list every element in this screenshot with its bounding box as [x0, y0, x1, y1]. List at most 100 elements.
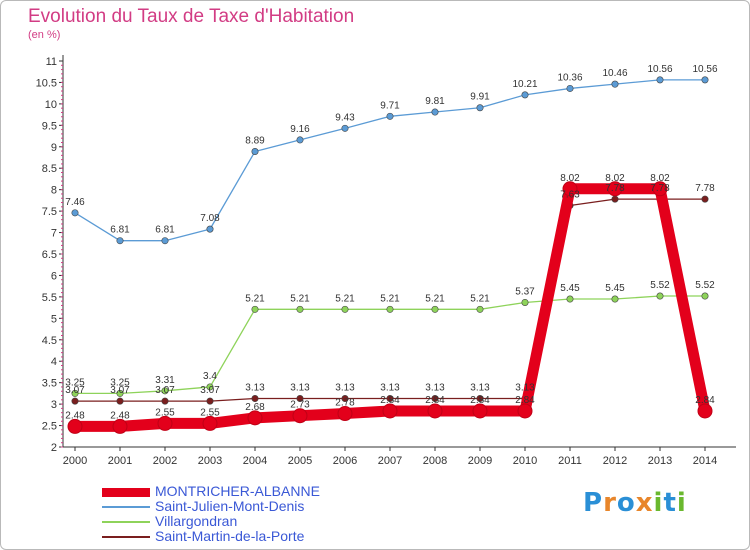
- data-point: [251, 147, 259, 155]
- y-tick-label: 5: [51, 313, 57, 325]
- data-label: 8.89: [245, 135, 265, 146]
- data-point: [431, 395, 439, 403]
- data-point: [341, 124, 349, 132]
- data-point: [161, 237, 169, 245]
- data-label: 7.08: [200, 213, 220, 224]
- data-label: 5.52: [695, 280, 715, 291]
- data-point: [382, 403, 398, 419]
- data-label: 3.13: [380, 383, 400, 394]
- x-tick-label: 2009: [468, 455, 492, 467]
- data-point: [476, 104, 484, 112]
- data-label: 2.48: [65, 410, 85, 421]
- data-label: 2.84: [515, 395, 535, 406]
- data-label: 3.4: [203, 371, 217, 382]
- data-label: 5.21: [335, 293, 355, 304]
- data-point: [292, 408, 308, 424]
- data-point: [566, 295, 574, 303]
- x-tick-label: 2006: [333, 455, 357, 467]
- data-label: 5.45: [605, 283, 625, 294]
- data-label: 6.81: [110, 225, 130, 236]
- x-tick-label: 2007: [378, 455, 402, 467]
- x-tick-label: 2005: [288, 455, 312, 467]
- data-label: 3.13: [290, 383, 310, 394]
- y-tick-label: 2: [51, 442, 57, 454]
- data-point: [296, 305, 304, 313]
- data-label: 7.78: [695, 183, 715, 194]
- data-label: 2.84: [425, 395, 445, 406]
- data-point: [611, 295, 619, 303]
- data-point: [337, 406, 353, 422]
- data-point: [652, 181, 668, 197]
- data-label: 5.21: [380, 293, 400, 304]
- data-point: [71, 397, 79, 405]
- data-point: [251, 395, 259, 403]
- x-tick-label: 2003: [198, 455, 222, 467]
- data-point: [697, 403, 713, 419]
- data-label: 8.02: [560, 173, 580, 184]
- data-label: 3.13: [245, 383, 265, 394]
- data-label: 7.78: [650, 183, 670, 194]
- y-tick-label: 3.5: [42, 378, 57, 390]
- data-point: [611, 195, 619, 203]
- y-tick-label: 7.5: [42, 206, 57, 218]
- x-tick-label: 2010: [513, 455, 537, 467]
- y-tick-label: 10: [45, 99, 57, 111]
- data-point: [202, 415, 218, 431]
- data-label: 2.48: [110, 410, 130, 421]
- data-label: 5.37: [515, 286, 535, 297]
- data-label: 8.02: [650, 173, 670, 184]
- data-point: [517, 403, 533, 419]
- data-point: [562, 181, 578, 197]
- data-label: 3.31: [155, 375, 175, 386]
- data-point: [71, 209, 79, 217]
- data-point: [476, 305, 484, 313]
- y-tick-label: 7: [51, 228, 57, 240]
- y-tick-label: 9: [51, 142, 57, 154]
- data-label: 5.21: [470, 293, 490, 304]
- data-label: 2.78: [335, 398, 355, 409]
- y-tick-label: 6.5: [42, 249, 57, 261]
- x-tick-label: 2002: [153, 455, 177, 467]
- legend-label: MONTRICHER-ALBANNE: [155, 483, 320, 499]
- data-label: 7.63: [560, 190, 580, 201]
- x-tick-label: 2004: [243, 455, 267, 467]
- data-label: 10.46: [602, 68, 627, 79]
- data-point: [431, 305, 439, 313]
- data-point: [161, 387, 169, 395]
- data-point: [566, 84, 574, 92]
- data-label: 7.78: [605, 183, 625, 194]
- data-label: 10.56: [647, 64, 672, 75]
- data-label: 9.81: [425, 96, 445, 107]
- y-tick-label: 2.5: [42, 421, 57, 433]
- proxiti-logo: Proxiti: [583, 488, 687, 518]
- data-label: 5.45: [560, 283, 580, 294]
- legend-swatch: [102, 487, 150, 497]
- data-point: [611, 80, 619, 88]
- data-point: [157, 415, 173, 431]
- data-label: 6.81: [155, 225, 175, 236]
- data-point: [656, 292, 664, 300]
- data-point: [521, 298, 529, 306]
- data-label: 5.21: [425, 293, 445, 304]
- data-label: 5.21: [245, 293, 265, 304]
- data-label: 3.07: [110, 385, 130, 396]
- data-label: 10.21: [512, 79, 537, 90]
- data-label: 2.84: [380, 395, 400, 406]
- data-point: [251, 305, 259, 313]
- data-point: [427, 403, 443, 419]
- legend-label: Saint-Martin-de-la-Porte: [155, 528, 305, 544]
- data-point: [296, 136, 304, 144]
- data-label: 2.55: [200, 407, 220, 418]
- x-tick-label: 2008: [423, 455, 447, 467]
- data-point: [67, 418, 83, 434]
- y-tick-label: 11: [46, 56, 57, 68]
- data-label: 7.46: [65, 197, 85, 208]
- y-tick-label: 3: [51, 399, 57, 411]
- data-point: [386, 112, 394, 120]
- data-point: [296, 395, 304, 403]
- data-label: 5.52: [650, 280, 670, 291]
- x-tick-label: 2011: [558, 455, 582, 467]
- y-tick-label: 5.5: [42, 292, 57, 304]
